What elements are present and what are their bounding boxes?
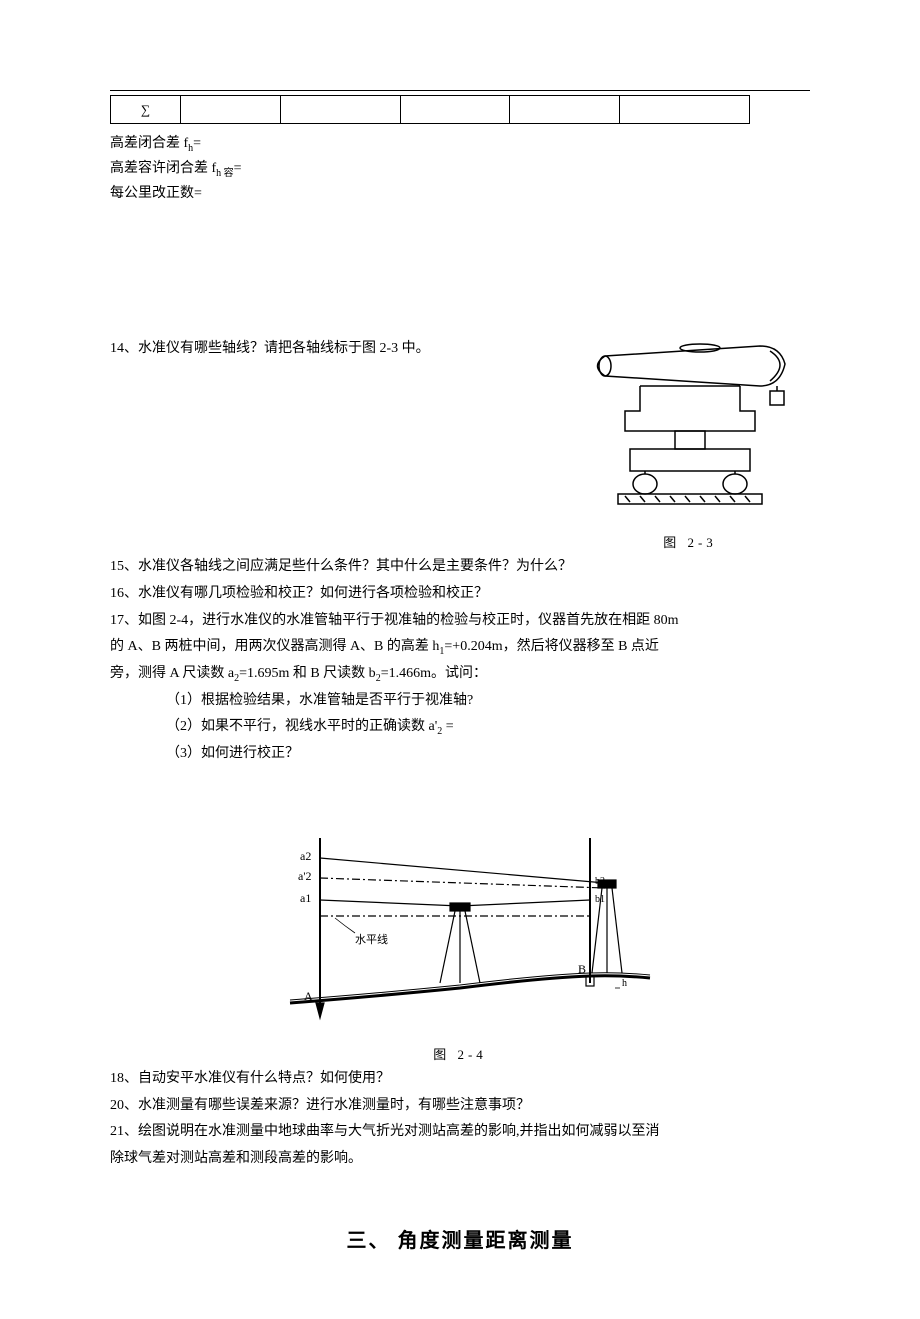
table-cell bbox=[400, 96, 510, 124]
label-b1: b1 bbox=[595, 894, 605, 905]
label-horizontal: 水平线 bbox=[355, 932, 388, 946]
label-a2p: a'2 bbox=[298, 869, 312, 883]
label-A: A bbox=[304, 989, 313, 1003]
leveling-diagram: a2 a'2 a1 水平线 A B b2 b1 h bbox=[260, 828, 660, 1028]
label-b2: b2 bbox=[595, 876, 605, 887]
label-h: h bbox=[622, 978, 627, 989]
formula-block: 高差闭合差 fh= 高差容许闭合差 fh 容= 每公里改正数= bbox=[110, 132, 810, 205]
q18-text: 18、自动安平水准仪有什么特点？如何使用？ bbox=[110, 1066, 810, 1093]
per-km-correction-line: 每公里改正数= bbox=[110, 182, 810, 206]
label-a2: a2 bbox=[300, 849, 311, 863]
table-cell bbox=[280, 96, 400, 124]
header-rule bbox=[110, 90, 810, 91]
table-cell bbox=[620, 96, 750, 124]
q16-text: 16、水准仪有哪几项检验和校正？如何进行各项检验和校正？ bbox=[110, 581, 810, 608]
q14-text: 14、水准仪有哪些轴线？请把各轴线标于图 2-3 中。 bbox=[110, 336, 560, 363]
q17-line1: 17、如图 2-4，进行水准仪的水准管轴平行于视准轴的检验与校正时，仪器首先放在… bbox=[110, 608, 810, 635]
label-a1: a1 bbox=[300, 891, 311, 905]
q17-sub2: （2）如果不平行，视线水平时的正确读数 a'2 = bbox=[110, 714, 810, 741]
q15-text: 15、水准仪各轴线之间应满足些什么条件？其中什么是主要条件？为什么？ bbox=[110, 554, 810, 581]
figure-2-4-caption: 图 2-4 bbox=[260, 1043, 660, 1066]
figure-2-3: 图 2-3 bbox=[570, 336, 810, 555]
sigma-cell: ∑ bbox=[111, 96, 181, 124]
summary-table: ∑ bbox=[110, 95, 750, 124]
figure-2-4: a2 a'2 a1 水平线 A B b2 b1 h 图 2-4 bbox=[260, 828, 660, 1067]
table-row: ∑ bbox=[111, 96, 750, 124]
table-cell bbox=[510, 96, 620, 124]
q14-section: 14、水准仪有哪些轴线？请把各轴线标于图 2-3 中。 bbox=[110, 336, 810, 555]
q17-line2: 的 A、B 两桩中间，用两次仪器高测得 A、B 的高差 h1=+0.204m，然… bbox=[110, 634, 810, 661]
allowable-closure-line: 高差容许闭合差 fh 容= bbox=[110, 157, 810, 182]
section-3-title: 三、 角度测量距离测量 bbox=[110, 1223, 810, 1259]
q20-text: 20、水准测量有哪些误差来源？进行水准测量时，有哪些注意事项？ bbox=[110, 1093, 810, 1120]
figure-2-3-caption: 图 2-3 bbox=[570, 531, 810, 554]
label-B: B bbox=[578, 962, 586, 976]
table-cell bbox=[180, 96, 280, 124]
q21-line2: 除球气差对测站高差和测段高差的影响。 bbox=[110, 1146, 810, 1173]
level-instrument-diagram bbox=[570, 336, 810, 516]
q17-line3: 旁，测得 A 尺读数 a2=1.695m 和 B 尺读数 b2=1.466m。试… bbox=[110, 661, 810, 688]
q21-line1: 21、绘图说明在水准测量中地球曲率与大气折光对测站高差的影响,并指出如何减弱以至… bbox=[110, 1119, 810, 1146]
q17-sub1: （1）根据检验结果，水准管轴是否平行于视准轴? bbox=[110, 688, 810, 715]
q17-sub3: （3）如何进行校正？ bbox=[110, 741, 810, 768]
closure-error-line: 高差闭合差 fh= bbox=[110, 132, 810, 157]
